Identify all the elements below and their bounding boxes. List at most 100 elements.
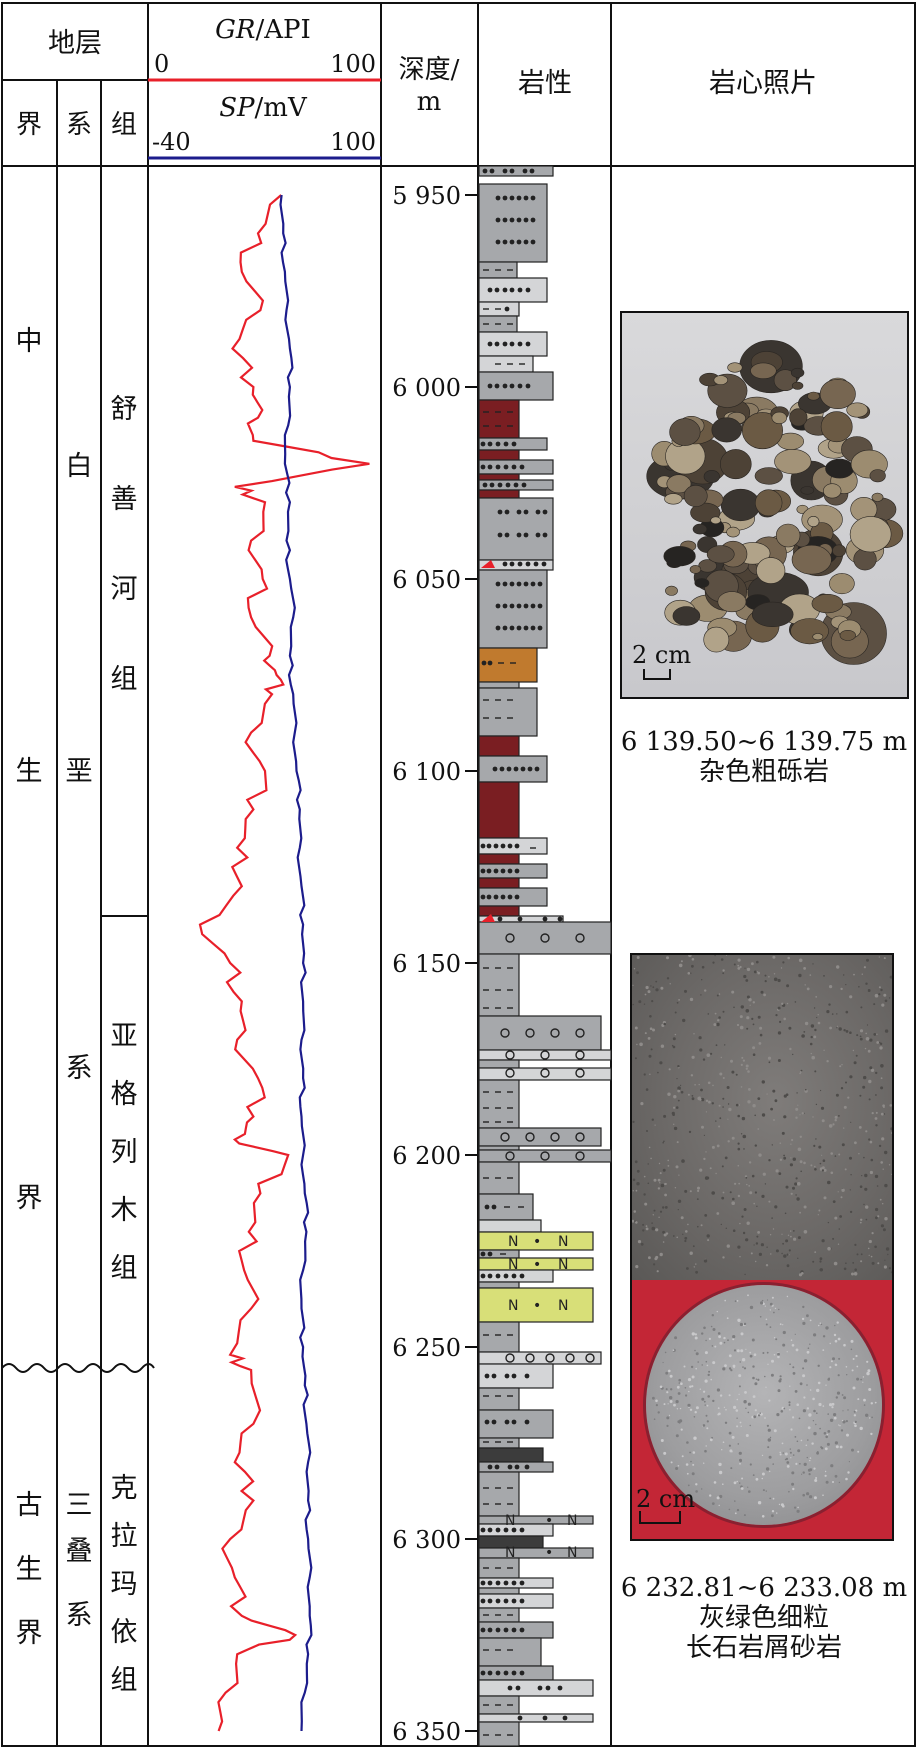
svg-text:N: N [508, 1257, 518, 1273]
photo2-lith-caption-line2: 长石岩屑砂岩 [685, 1633, 842, 1663]
svg-text:中: 中 [16, 326, 43, 357]
svg-text:•: • [545, 1545, 553, 1561]
lith-bed [478, 1127, 602, 1147]
lith-bed [478, 489, 520, 499]
svg-text:克: 克 [111, 1473, 138, 1504]
photo1-lith-caption: 杂色粗砾岩 [698, 757, 829, 787]
photo2-scale-bar [639, 1511, 681, 1524]
lithology-column [478, 165, 612, 1747]
lith-bed [478, 1587, 520, 1595]
svg-text:叠: 叠 [66, 1536, 93, 1567]
depth-header: 深度/ [399, 55, 460, 85]
svg-text:N: N [567, 1545, 577, 1561]
svg-text:N: N [558, 1257, 568, 1273]
svg-text:6 100: 6 100 [392, 758, 461, 786]
core-cylinder-side [632, 955, 892, 1280]
lith-bed [478, 1437, 520, 1449]
svg-text:6 300: 6 300 [392, 1526, 461, 1554]
svg-text:依: 依 [111, 1617, 138, 1648]
svg-text:界: 界 [16, 1183, 43, 1214]
lith-bed [478, 1219, 542, 1233]
svg-text:5 950: 5 950 [392, 182, 461, 210]
svg-text:组: 组 [111, 664, 138, 695]
core-cylinder-top [646, 1285, 882, 1525]
lith-bed [478, 1079, 520, 1129]
core-texture: 2 cm [632, 955, 892, 1524]
gr-min: 0 [154, 50, 169, 78]
lith-bed [478, 1637, 542, 1667]
lith-bed [478, 1281, 520, 1289]
header-formation: 组 [111, 110, 137, 140]
lith-bed [478, 781, 520, 839]
photo1-depth-caption: 6 139.50~6 139.75 m [620, 727, 908, 757]
lith-bed [478, 1547, 594, 1559]
lith-bed [478, 449, 520, 461]
svg-text:系: 系 [66, 1053, 93, 1084]
sp-title: SP/mV [219, 93, 308, 123]
svg-text:白: 白 [66, 451, 93, 482]
photo-frames [620, 311, 909, 1541]
svg-text:界: 界 [16, 1618, 43, 1649]
svg-text:•: • [545, 1513, 553, 1529]
svg-text:亚: 亚 [111, 1021, 138, 1052]
svg-text:N: N [508, 1298, 518, 1314]
era-paleozoic: 古 生 界 [16, 1490, 43, 1649]
header-strata: 地层 [48, 28, 102, 59]
svg-text:玛: 玛 [111, 1569, 138, 1600]
formation-yageliemu: 亚 格 列 木 组 [111, 1021, 138, 1284]
formation-shushanhe: 舒 善 河 组 [111, 394, 138, 695]
lith-bed [478, 1679, 594, 1697]
gr-max: 100 [330, 50, 376, 78]
svg-text:善: 善 [111, 484, 138, 515]
svg-text:•: • [533, 1257, 541, 1273]
lith-bed [478, 905, 520, 917]
svg-text:N: N [508, 1234, 518, 1250]
lith-bed [478, 1049, 612, 1061]
sp-curve [279, 194, 313, 1732]
depth-tick-6350: 6 350 [392, 1718, 478, 1746]
lith-bed [478, 569, 548, 649]
formation-kelamayiyi: 克 拉 玛 依 组 [111, 1473, 138, 1696]
svg-text:生: 生 [16, 756, 43, 787]
lith-bed [478, 183, 548, 263]
lith-bed [478, 1287, 594, 1323]
depth-tick-6250: 6 250 [392, 1334, 478, 1362]
svg-text:N: N [558, 1234, 568, 1250]
svg-text:•: • [533, 1234, 541, 1250]
lith-bed [478, 1721, 520, 1747]
photo1-scale-label: 2 cm [632, 641, 691, 669]
svg-text:格: 格 [111, 1079, 138, 1110]
lith-bed [478, 1059, 520, 1069]
pebble-pile: 2 cm [632, 340, 904, 680]
photo2-scale-label: 2 cm [636, 1485, 695, 1513]
photo2-depth-caption: 6 232.81~6 233.08 m [620, 1573, 908, 1603]
lith-bed [478, 1231, 594, 1251]
depth-tick-6150: 6 150 [392, 950, 478, 978]
lith-bed [478, 473, 520, 481]
core-photos-header: 岩心照片 [709, 68, 817, 99]
svg-text:•: • [533, 1298, 541, 1314]
depth-unit: m [417, 87, 442, 117]
svg-text:拉: 拉 [111, 1521, 138, 1552]
svg-text:6 200: 6 200 [392, 1142, 461, 1170]
lith-bed [478, 1351, 602, 1365]
svg-text:三: 三 [66, 1490, 93, 1521]
svg-text:垩: 垩 [66, 756, 93, 787]
lith-bed [478, 687, 538, 737]
depth-axis: 5 950 6 000 6 050 6 100 6 150 6 200 6 25… [392, 182, 478, 1746]
depth-tick-6100: 6 100 [392, 758, 478, 786]
lith-bed [478, 1713, 594, 1723]
lithology-patterns: N • NN • NN • NN • NN • N [480, 168, 595, 1736]
svg-text:系: 系 [66, 1600, 93, 1631]
era-mesozoic: 中 生 界 [16, 326, 43, 1214]
svg-text:木: 木 [111, 1195, 138, 1226]
svg-text:列: 列 [111, 1137, 138, 1168]
lith-bed [478, 647, 538, 683]
svg-text:河: 河 [111, 574, 138, 605]
gr-title: GR/API [215, 15, 311, 45]
svg-text:组: 组 [111, 1253, 138, 1284]
svg-text:N: N [558, 1298, 568, 1314]
lithology-header: 岩性 [518, 68, 572, 99]
svg-text:组: 组 [111, 1665, 138, 1696]
